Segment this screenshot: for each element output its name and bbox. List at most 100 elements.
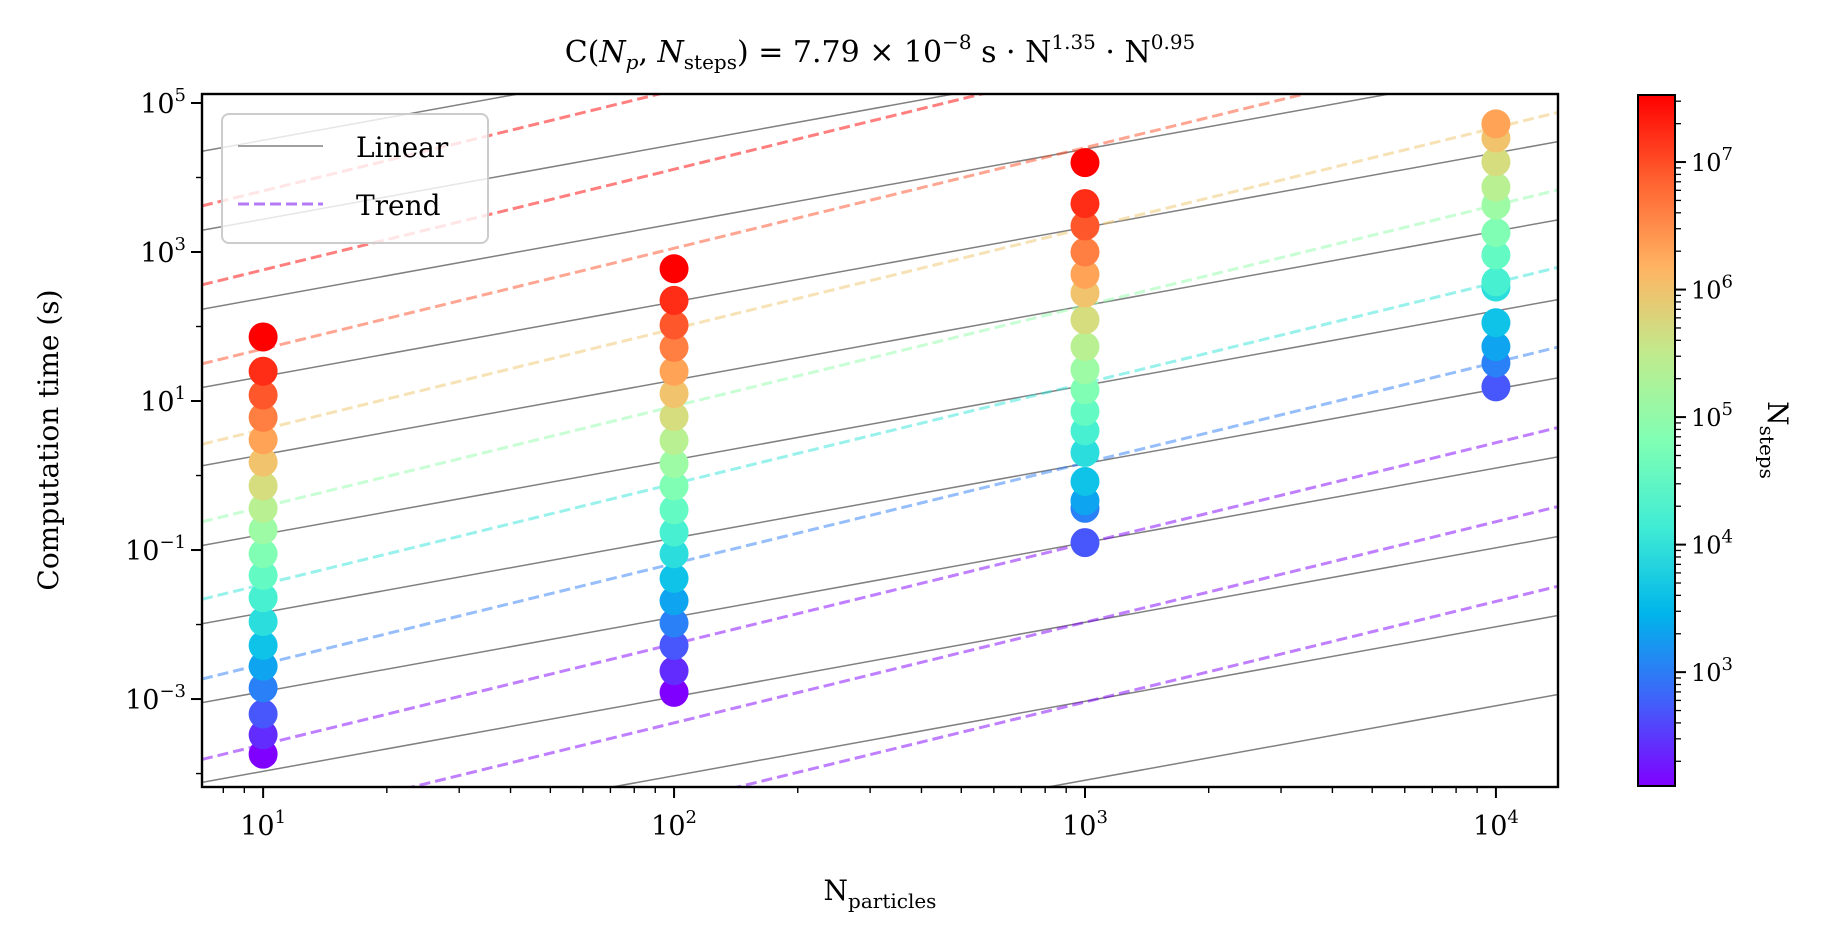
linear-reference-line xyxy=(202,377,1558,625)
data-point xyxy=(248,699,278,729)
series-np-10 xyxy=(248,322,278,769)
trend-line xyxy=(202,94,1311,366)
trend-line xyxy=(202,110,1558,446)
data-point xyxy=(1070,189,1100,219)
linear-reference-line xyxy=(202,298,1558,547)
colorbar-tick-label: 103 xyxy=(1691,654,1733,687)
data-point xyxy=(248,720,278,750)
data-point xyxy=(248,607,278,637)
data-point xyxy=(248,356,278,386)
trend-line xyxy=(202,265,1558,601)
data-point xyxy=(248,471,278,501)
linear-reference-line xyxy=(202,535,1558,784)
data-point xyxy=(659,254,689,284)
data-point xyxy=(1070,466,1100,496)
data-point xyxy=(248,402,278,432)
plot-frame xyxy=(200,92,1560,789)
data-point xyxy=(1070,528,1100,558)
data-point xyxy=(659,586,689,616)
series-np-10000 xyxy=(1481,109,1511,402)
colorbar-tick-label: 104 xyxy=(1691,527,1733,560)
legend-entry-linear: Linear xyxy=(238,131,449,164)
data-point xyxy=(659,563,689,593)
y-axis-label: Computation time (s) xyxy=(32,289,65,590)
data-point xyxy=(1070,259,1100,289)
y-axis: 105 103 101 10−1 10−3 xyxy=(125,85,202,775)
trend-line xyxy=(405,505,1558,787)
data-point xyxy=(248,651,278,681)
legend: Linear Trend xyxy=(221,113,489,244)
data-point xyxy=(1481,332,1511,362)
data-point xyxy=(1070,148,1100,178)
legend-label-trend: Trend xyxy=(356,189,441,222)
trend-line xyxy=(202,188,1558,524)
linear-reference-line xyxy=(202,219,1558,467)
data-point xyxy=(659,310,689,340)
data-point xyxy=(248,515,278,545)
data-point xyxy=(1481,308,1511,338)
data-point xyxy=(659,449,689,479)
data-point xyxy=(659,517,689,547)
linear-reference-line xyxy=(608,614,1558,787)
series-np-100 xyxy=(659,254,689,707)
data-point xyxy=(1481,147,1511,177)
x-tick-label: 102 xyxy=(651,807,697,842)
legend-label-linear: Linear xyxy=(356,131,449,164)
data-point xyxy=(659,332,689,362)
data-point xyxy=(248,447,278,477)
x-axis-label: Nparticles xyxy=(824,874,937,913)
data-point xyxy=(248,630,278,660)
series-np-1000 xyxy=(1070,148,1100,558)
data-point xyxy=(1070,355,1100,385)
linear-reference-line xyxy=(1043,693,1558,787)
data-point xyxy=(1070,437,1100,467)
x-axis: 101 102 103 104 xyxy=(222,787,1519,842)
data-point xyxy=(659,402,689,432)
data-point xyxy=(659,426,689,456)
x-tick-label: 103 xyxy=(1062,807,1108,842)
data-point xyxy=(1481,218,1511,248)
data-point xyxy=(659,285,689,315)
colorbar-gradient xyxy=(1637,94,1676,787)
linear-reference-line xyxy=(202,94,523,153)
colorbar: 103 104 105 106 107 Nsteps xyxy=(1637,94,1794,787)
data-point xyxy=(659,677,689,707)
linear-reference-line xyxy=(202,456,1558,704)
data-point xyxy=(1070,332,1100,362)
chart-title: C(Np, Nsteps) = 7.79 × 10−8 s · N1.35 · … xyxy=(565,30,1196,74)
data-point xyxy=(659,630,689,660)
data-point xyxy=(248,493,278,523)
data-point xyxy=(659,379,689,409)
data-point xyxy=(659,495,689,525)
y-tick-label: 10−3 xyxy=(125,681,186,716)
data-point xyxy=(248,322,278,352)
data-point xyxy=(248,560,278,590)
trend-line xyxy=(202,345,1558,681)
y-tick-label: 103 xyxy=(140,234,186,269)
data-point xyxy=(1070,237,1100,267)
colorbar-tick-label: 107 xyxy=(1691,144,1733,177)
data-point xyxy=(1481,240,1511,270)
y-tick-label: 10−1 xyxy=(125,532,186,567)
colorbar-tick-label: 106 xyxy=(1691,272,1733,305)
linear-reference-line xyxy=(202,140,1558,389)
data-point xyxy=(248,673,278,703)
y-tick-label: 101 xyxy=(140,383,186,418)
data-point xyxy=(1070,305,1100,335)
legend-entry-trend: Trend xyxy=(238,189,441,222)
data-point xyxy=(1070,375,1100,405)
data-point xyxy=(659,471,689,501)
colorbar-tick-label: 105 xyxy=(1691,399,1733,432)
linear-reference-line xyxy=(202,94,1394,311)
data-point xyxy=(1481,109,1511,139)
data-point xyxy=(659,608,689,638)
data-point xyxy=(1481,372,1511,402)
data-point xyxy=(1070,396,1100,426)
data-point xyxy=(1070,211,1100,241)
data-point xyxy=(659,539,689,569)
x-tick-label: 104 xyxy=(1473,807,1519,842)
trend-line xyxy=(731,584,1558,787)
data-point xyxy=(248,583,278,613)
data-point xyxy=(248,425,278,455)
